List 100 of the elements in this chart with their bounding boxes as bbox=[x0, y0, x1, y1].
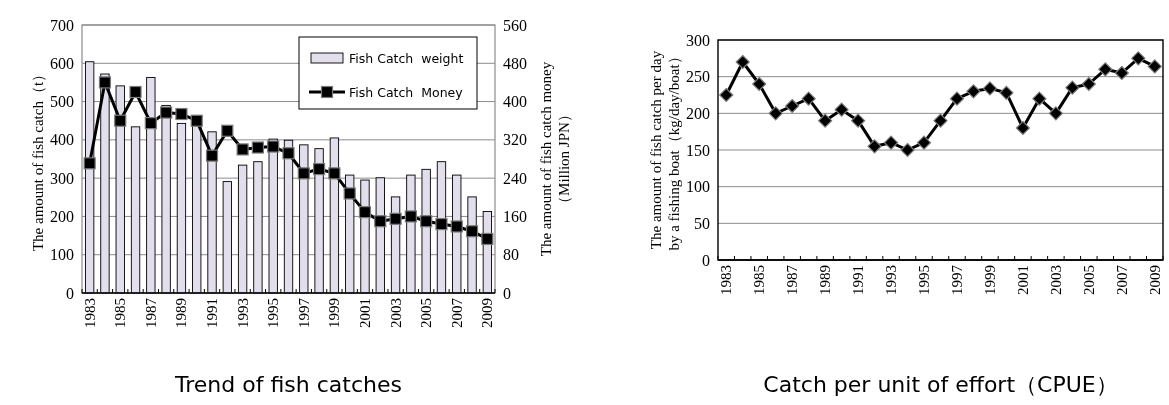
y2-tick-label: 560 bbox=[503, 16, 527, 34]
point bbox=[389, 212, 402, 225]
point bbox=[785, 98, 800, 114]
y2-tick-label: 480 bbox=[503, 54, 527, 72]
point bbox=[1098, 62, 1113, 77]
y-tick-label: 100 bbox=[50, 246, 74, 264]
point bbox=[719, 87, 734, 103]
x-tick-label: 2009 bbox=[1146, 265, 1163, 295]
point bbox=[129, 85, 142, 99]
y-tick-label: 200 bbox=[50, 207, 74, 225]
point bbox=[768, 106, 783, 121]
x-tick-label: 1993 bbox=[234, 298, 251, 328]
point bbox=[966, 84, 981, 99]
point bbox=[404, 210, 417, 223]
point bbox=[933, 113, 948, 128]
y-axis-title: The amount of fish catch（t） bbox=[30, 66, 46, 252]
point bbox=[114, 114, 127, 127]
x-tick-label: 2001 bbox=[356, 298, 373, 328]
x-tick-label: 2005 bbox=[418, 298, 435, 328]
x-tick-label: 2003 bbox=[1047, 265, 1064, 295]
x-tick-label: 2007 bbox=[1113, 264, 1130, 295]
y2-tick-label: 400 bbox=[503, 93, 527, 111]
y2-tick-label: 0 bbox=[503, 284, 511, 302]
y2-tick-label: 80 bbox=[503, 246, 519, 264]
point bbox=[982, 81, 998, 96]
x-tick-label: 1989 bbox=[817, 265, 834, 295]
point bbox=[867, 139, 882, 154]
point bbox=[221, 124, 234, 137]
y-tick-label: 300 bbox=[50, 169, 74, 187]
point bbox=[481, 232, 494, 246]
point bbox=[900, 142, 915, 158]
y-tick-label: 150 bbox=[686, 141, 710, 159]
y-tick-label: 50 bbox=[694, 214, 710, 232]
y-tick-label: 600 bbox=[50, 54, 74, 72]
point bbox=[883, 135, 899, 150]
point bbox=[949, 91, 965, 106]
x-tick-label: 1983 bbox=[718, 265, 735, 295]
y-tick-label: 500 bbox=[50, 93, 74, 111]
y-tick-label: 100 bbox=[686, 178, 710, 196]
point bbox=[1048, 106, 1063, 121]
x-tick-label: 1987 bbox=[784, 264, 801, 295]
point bbox=[1081, 76, 1096, 92]
x-tick-label: 1987 bbox=[142, 297, 159, 328]
point bbox=[236, 143, 249, 156]
x-tick-label: 1991 bbox=[204, 298, 221, 328]
x-tick-label: 1995 bbox=[916, 265, 933, 295]
point bbox=[144, 117, 157, 130]
point bbox=[1015, 120, 1031, 136]
point bbox=[190, 114, 203, 127]
point bbox=[435, 217, 448, 231]
point bbox=[999, 85, 1014, 100]
point bbox=[175, 107, 188, 121]
y-tick-label: 200 bbox=[686, 104, 710, 122]
y-tick-label: 250 bbox=[686, 68, 710, 86]
x-tick-label: 2005 bbox=[1080, 265, 1097, 295]
text: Catch per unit of effort（CPUE） bbox=[763, 372, 1118, 397]
y-tick-label: 700 bbox=[50, 16, 74, 34]
y2-tick-label: 240 bbox=[503, 169, 527, 187]
y-tick-label: 0 bbox=[66, 284, 74, 302]
y-axis-title: The amount of fish catch per day by a fishing boat（kg/day/boat） bbox=[648, 49, 682, 251]
text: Trend of fish catches bbox=[174, 372, 402, 397]
x-tick-label: 2001 bbox=[1014, 265, 1031, 295]
x-tick-label: 2003 bbox=[387, 298, 404, 328]
point bbox=[160, 106, 173, 119]
y-tick-label: 400 bbox=[50, 131, 74, 149]
x-tick-label: 1991 bbox=[850, 265, 867, 295]
point bbox=[374, 215, 387, 228]
point bbox=[1065, 80, 1080, 95]
point bbox=[312, 162, 326, 176]
y2-tick-label: 320 bbox=[503, 131, 527, 149]
x-tick-label: 1985 bbox=[751, 265, 768, 295]
point bbox=[801, 91, 816, 106]
x-tick-label: 2007 bbox=[448, 297, 465, 328]
x-tick-label: 1999 bbox=[981, 265, 998, 295]
point bbox=[1114, 65, 1129, 81]
point bbox=[850, 113, 866, 128]
point bbox=[251, 141, 265, 154]
y2-tick-label: 160 bbox=[503, 207, 527, 225]
point bbox=[282, 147, 295, 160]
point bbox=[1131, 51, 1146, 66]
point bbox=[1032, 91, 1047, 106]
y-tick-label: 0 bbox=[702, 251, 710, 269]
point bbox=[98, 76, 112, 89]
point bbox=[752, 76, 767, 92]
x-tick-label: 1989 bbox=[173, 298, 190, 328]
legend-label: Fish Catch weight bbox=[349, 50, 464, 66]
point bbox=[818, 113, 833, 128]
x-tick-label: 1985 bbox=[112, 298, 129, 328]
x-tick-label: 1993 bbox=[883, 265, 900, 295]
x-tick-label: 1999 bbox=[326, 298, 343, 328]
x-tick-label: 1983 bbox=[81, 298, 98, 328]
point bbox=[83, 157, 96, 170]
x-tick-label: 2009 bbox=[479, 298, 496, 328]
point bbox=[916, 135, 932, 150]
point bbox=[205, 149, 219, 162]
point bbox=[1147, 59, 1162, 74]
x-tick-label: 1995 bbox=[265, 298, 282, 328]
point bbox=[834, 102, 849, 117]
point bbox=[328, 167, 341, 180]
x-tick-label: 1997 bbox=[948, 264, 965, 295]
